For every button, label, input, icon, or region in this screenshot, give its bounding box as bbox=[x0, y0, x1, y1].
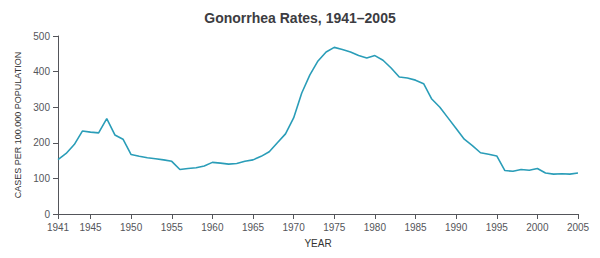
svg-text:100: 100 bbox=[33, 173, 50, 184]
svg-text:1945: 1945 bbox=[79, 222, 102, 233]
svg-text:1955: 1955 bbox=[161, 222, 184, 233]
svg-text:1950: 1950 bbox=[120, 222, 143, 233]
svg-text:2005: 2005 bbox=[567, 222, 590, 233]
svg-text:1960: 1960 bbox=[201, 222, 224, 233]
svg-text:1990: 1990 bbox=[445, 222, 468, 233]
svg-text:1975: 1975 bbox=[323, 222, 346, 233]
svg-text:YEAR: YEAR bbox=[304, 238, 331, 249]
svg-text:Gonorrhea Rates, 1941–2005: Gonorrhea Rates, 1941–2005 bbox=[204, 10, 396, 26]
svg-text:CASES PER 100,000 POPULATION: CASES PER 100,000 POPULATION bbox=[13, 52, 23, 198]
svg-text:300: 300 bbox=[33, 102, 50, 113]
svg-text:1980: 1980 bbox=[364, 222, 387, 233]
svg-text:1965: 1965 bbox=[242, 222, 265, 233]
svg-text:400: 400 bbox=[33, 66, 50, 77]
svg-text:1970: 1970 bbox=[283, 222, 306, 233]
svg-text:1941: 1941 bbox=[47, 222, 70, 233]
svg-text:1995: 1995 bbox=[486, 222, 509, 233]
svg-text:1985: 1985 bbox=[404, 222, 427, 233]
svg-text:200: 200 bbox=[33, 137, 50, 148]
svg-text:500: 500 bbox=[33, 31, 50, 42]
svg-text:0: 0 bbox=[44, 209, 50, 220]
svg-text:2000: 2000 bbox=[526, 222, 549, 233]
